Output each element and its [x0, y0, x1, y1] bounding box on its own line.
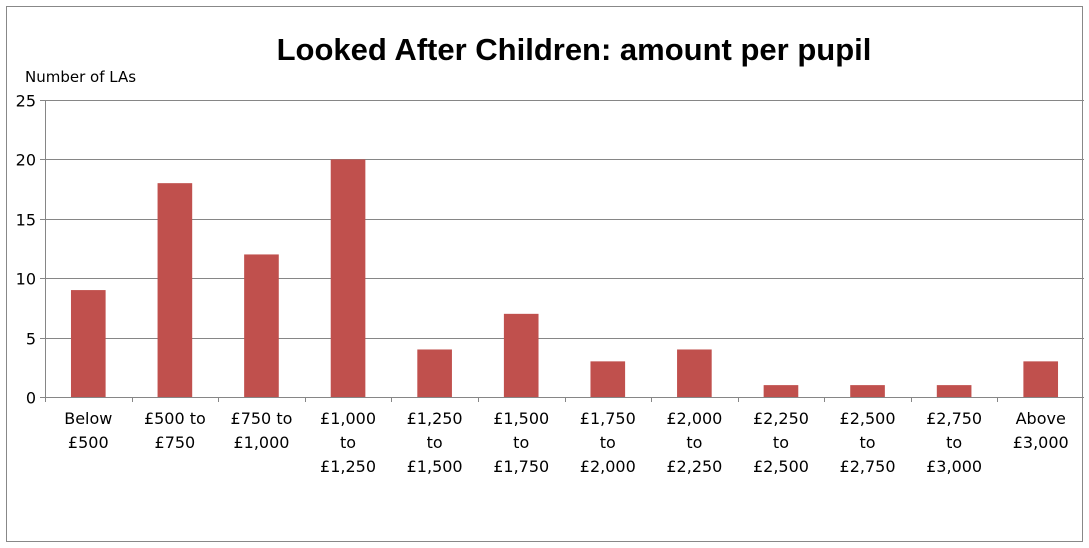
x-tick-label-line: £2,750 [840, 457, 896, 476]
x-tick-label-line: £1,250 [320, 457, 376, 476]
x-tick-label: £1,000 to £1,250 [320, 409, 376, 476]
x-tick-label-line: £1,500 [493, 409, 549, 428]
x-tick-label: £2,000 to £2,250 [666, 409, 722, 476]
bar [157, 183, 193, 397]
x-tick-label-line: £2,500 [840, 409, 896, 428]
x-tick-label-line: to [686, 433, 702, 452]
x-tick-label-line: £2,250 [753, 409, 809, 428]
y-tick-label: 15 [16, 211, 36, 230]
x-tick-label-line: £1,000 [233, 433, 289, 452]
x-tick-label-line: £2,250 [666, 457, 722, 476]
y-axis-label: Number of LAs [25, 68, 136, 86]
x-tick-label-line: £3,000 [1013, 433, 1069, 452]
x-tick-label-line: £2,500 [753, 457, 809, 476]
x-tick-label-line: £3,000 [926, 457, 982, 476]
y-tick-labels: 0 5 10 15 20 25 [16, 92, 36, 408]
x-tick-label-line: to [860, 433, 876, 452]
bar [590, 361, 626, 397]
bar [330, 159, 366, 397]
y-tick-label: 20 [16, 151, 36, 170]
x-tick-label-line: £2,000 [580, 457, 636, 476]
x-tick-label-line: £1,000 [320, 409, 376, 428]
x-tick-label-line: £750 [155, 433, 196, 452]
x-tick-label: £2,500 to £2,750 [840, 409, 896, 476]
y-tick-label: 0 [26, 389, 36, 408]
x-tick-label-line: to [600, 433, 616, 452]
bar-chart: Looked After Children: amount per pupil … [16, 32, 1084, 476]
bar [503, 313, 539, 397]
x-tick-label-line: Below [64, 409, 112, 428]
bar [70, 290, 106, 397]
x-tick-label-line: to [427, 433, 443, 452]
x-tick-label: £750 to £1,000 [231, 409, 293, 452]
bar [763, 385, 799, 397]
x-tick-label-line: £2,000 [666, 409, 722, 428]
x-tick-label-line: £1,500 [407, 457, 463, 476]
x-tick-label-line: £1,750 [580, 409, 636, 428]
x-tick-label: £1,500 to £1,750 [493, 409, 549, 476]
x-tick-label-line: £1,250 [407, 409, 463, 428]
bars [70, 159, 1059, 397]
x-tick-label-line: to [513, 433, 529, 452]
chart-title: Looked After Children: amount per pupil [277, 32, 872, 67]
gridlines [45, 100, 1084, 339]
x-tick-label-line: Above [1016, 409, 1066, 428]
x-tick-label-line: £1,750 [493, 457, 549, 476]
bar [1023, 361, 1059, 397]
y-tick-label: 25 [16, 92, 36, 111]
bar [850, 385, 885, 397]
y-tick-label: 10 [16, 270, 36, 289]
chart-frame: Looked After Children: amount per pupil … [6, 6, 1084, 542]
x-tick-label-line: £500 [68, 433, 109, 452]
x-tick-label: Above £3,000 [1013, 409, 1069, 452]
x-tick-label: £2,750 to £3,000 [926, 409, 982, 476]
y-tick-label: 5 [26, 330, 36, 349]
x-tick-label: £2,250 to £2,500 [753, 409, 809, 476]
x-tick-label-line: to [946, 433, 962, 452]
x-tick-label-line: to [773, 433, 789, 452]
x-tick-label-line: £2,750 [926, 409, 982, 428]
x-tick-label: £500 to £750 [144, 409, 206, 452]
x-tick-label-line: £750 to [231, 409, 293, 428]
x-tick-labels: Below £500 £500 to £750 £750 to £1,000 £1,000 t… [64, 409, 1068, 476]
bar [936, 385, 972, 397]
x-tick-label: Below £500 [64, 409, 112, 452]
bar [417, 349, 452, 397]
axes [40, 100, 1084, 402]
x-tick-label: £1,250 to £1,500 [407, 409, 463, 476]
x-tick-label-line: £500 to [144, 409, 206, 428]
x-tick-label-line: to [340, 433, 356, 452]
bar [677, 349, 712, 397]
x-tick-label: £1,750 to £2,000 [580, 409, 636, 476]
bar [244, 254, 279, 397]
